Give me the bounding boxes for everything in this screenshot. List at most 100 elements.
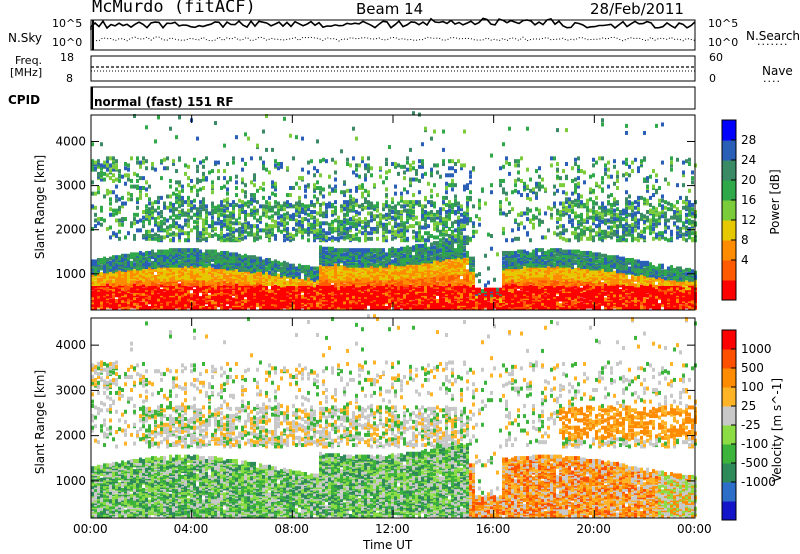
power-cell	[220, 200, 223, 204]
power-cell	[127, 254, 130, 258]
power-cell	[175, 214, 178, 218]
power-cell	[175, 248, 178, 252]
power-cell	[136, 161, 139, 165]
power-cell	[157, 115, 160, 119]
power-cell	[133, 269, 136, 273]
power-cell	[139, 176, 142, 180]
power-cell	[118, 230, 121, 234]
power-cell	[136, 156, 139, 160]
power-cell	[202, 218, 205, 222]
power-cell	[184, 248, 187, 252]
power-cell	[217, 204, 220, 208]
power-cell	[205, 250, 208, 254]
power-cell	[205, 269, 208, 273]
power-cell	[178, 194, 181, 198]
power-cell	[205, 204, 208, 208]
power-cell	[127, 231, 130, 235]
power-cell	[166, 166, 169, 170]
power-cell	[226, 187, 229, 191]
power-cell	[100, 170, 103, 174]
power-cell	[187, 286, 190, 290]
power-cell	[148, 306, 151, 310]
power-cell	[151, 162, 154, 166]
power-cell	[217, 169, 220, 173]
power-cell	[148, 296, 151, 300]
power-cell	[229, 237, 232, 241]
power-cell	[226, 192, 229, 196]
power-cell	[127, 197, 130, 201]
power-cell	[205, 231, 208, 235]
power-cell	[142, 288, 145, 292]
power-cell	[109, 176, 112, 180]
power-cell	[124, 166, 127, 170]
power-cell	[238, 213, 241, 217]
power-cell	[124, 202, 127, 206]
power-cell	[196, 165, 199, 169]
power-cell	[121, 202, 124, 206]
power-cell	[121, 217, 124, 221]
power-cell	[148, 230, 151, 234]
power-cell	[226, 162, 229, 166]
power-cell	[175, 169, 178, 173]
power-cell	[190, 286, 193, 290]
power-cell	[235, 193, 238, 197]
power-cell	[154, 139, 157, 143]
power-cell	[220, 231, 223, 235]
power-cell	[109, 279, 112, 283]
power-cell	[184, 231, 187, 235]
power-cell	[160, 210, 163, 214]
power-cell	[169, 224, 172, 228]
power-cell	[139, 251, 142, 255]
plot-canvas: 4000300020001000 4000300020001000 282420…	[0, 0, 800, 554]
power-cell	[133, 172, 136, 176]
power-cell	[115, 233, 118, 237]
power-cell	[223, 289, 226, 293]
power-cell	[193, 226, 196, 230]
power-cell	[142, 176, 145, 180]
power-cell	[229, 176, 232, 180]
power-cell	[223, 144, 226, 148]
power-cell	[214, 233, 217, 237]
power-cell	[172, 159, 175, 163]
power-cell	[205, 209, 208, 213]
power-cell	[214, 250, 217, 254]
power-cell	[157, 250, 160, 254]
power-cell	[196, 193, 199, 197]
power-cell	[124, 173, 127, 177]
cpid-frame	[91, 87, 695, 109]
power-cell	[223, 238, 226, 242]
power-cell	[220, 275, 223, 279]
power-cell	[187, 269, 190, 273]
power-cell	[109, 156, 112, 160]
power-cell	[235, 283, 238, 287]
power-cell	[208, 295, 211, 299]
power-cell	[193, 220, 196, 224]
power-cell	[193, 289, 196, 293]
power-cell	[118, 197, 121, 201]
power-cell	[157, 234, 160, 238]
power-cell	[229, 211, 232, 215]
power-cell	[94, 289, 97, 293]
power-cell	[106, 283, 109, 287]
power-cell	[115, 178, 118, 182]
power-cell	[142, 156, 145, 160]
power-cell	[220, 213, 223, 217]
power-cell	[94, 192, 97, 196]
power-cell	[202, 197, 205, 201]
power-cell	[97, 186, 100, 190]
power-cell	[97, 258, 100, 262]
power-cell	[217, 161, 220, 165]
nsearch-line	[91, 37, 695, 41]
power-cell	[109, 169, 112, 173]
power-cell	[220, 186, 223, 190]
power-cell	[187, 176, 190, 180]
power-cell	[181, 226, 184, 230]
power-cell	[175, 233, 178, 237]
power-cell	[190, 293, 193, 297]
power-cell	[124, 235, 127, 239]
power-cell	[133, 221, 136, 225]
power-cell	[136, 173, 139, 177]
power-cell	[229, 278, 232, 282]
power-cell	[145, 204, 148, 208]
power-cell	[154, 217, 157, 221]
